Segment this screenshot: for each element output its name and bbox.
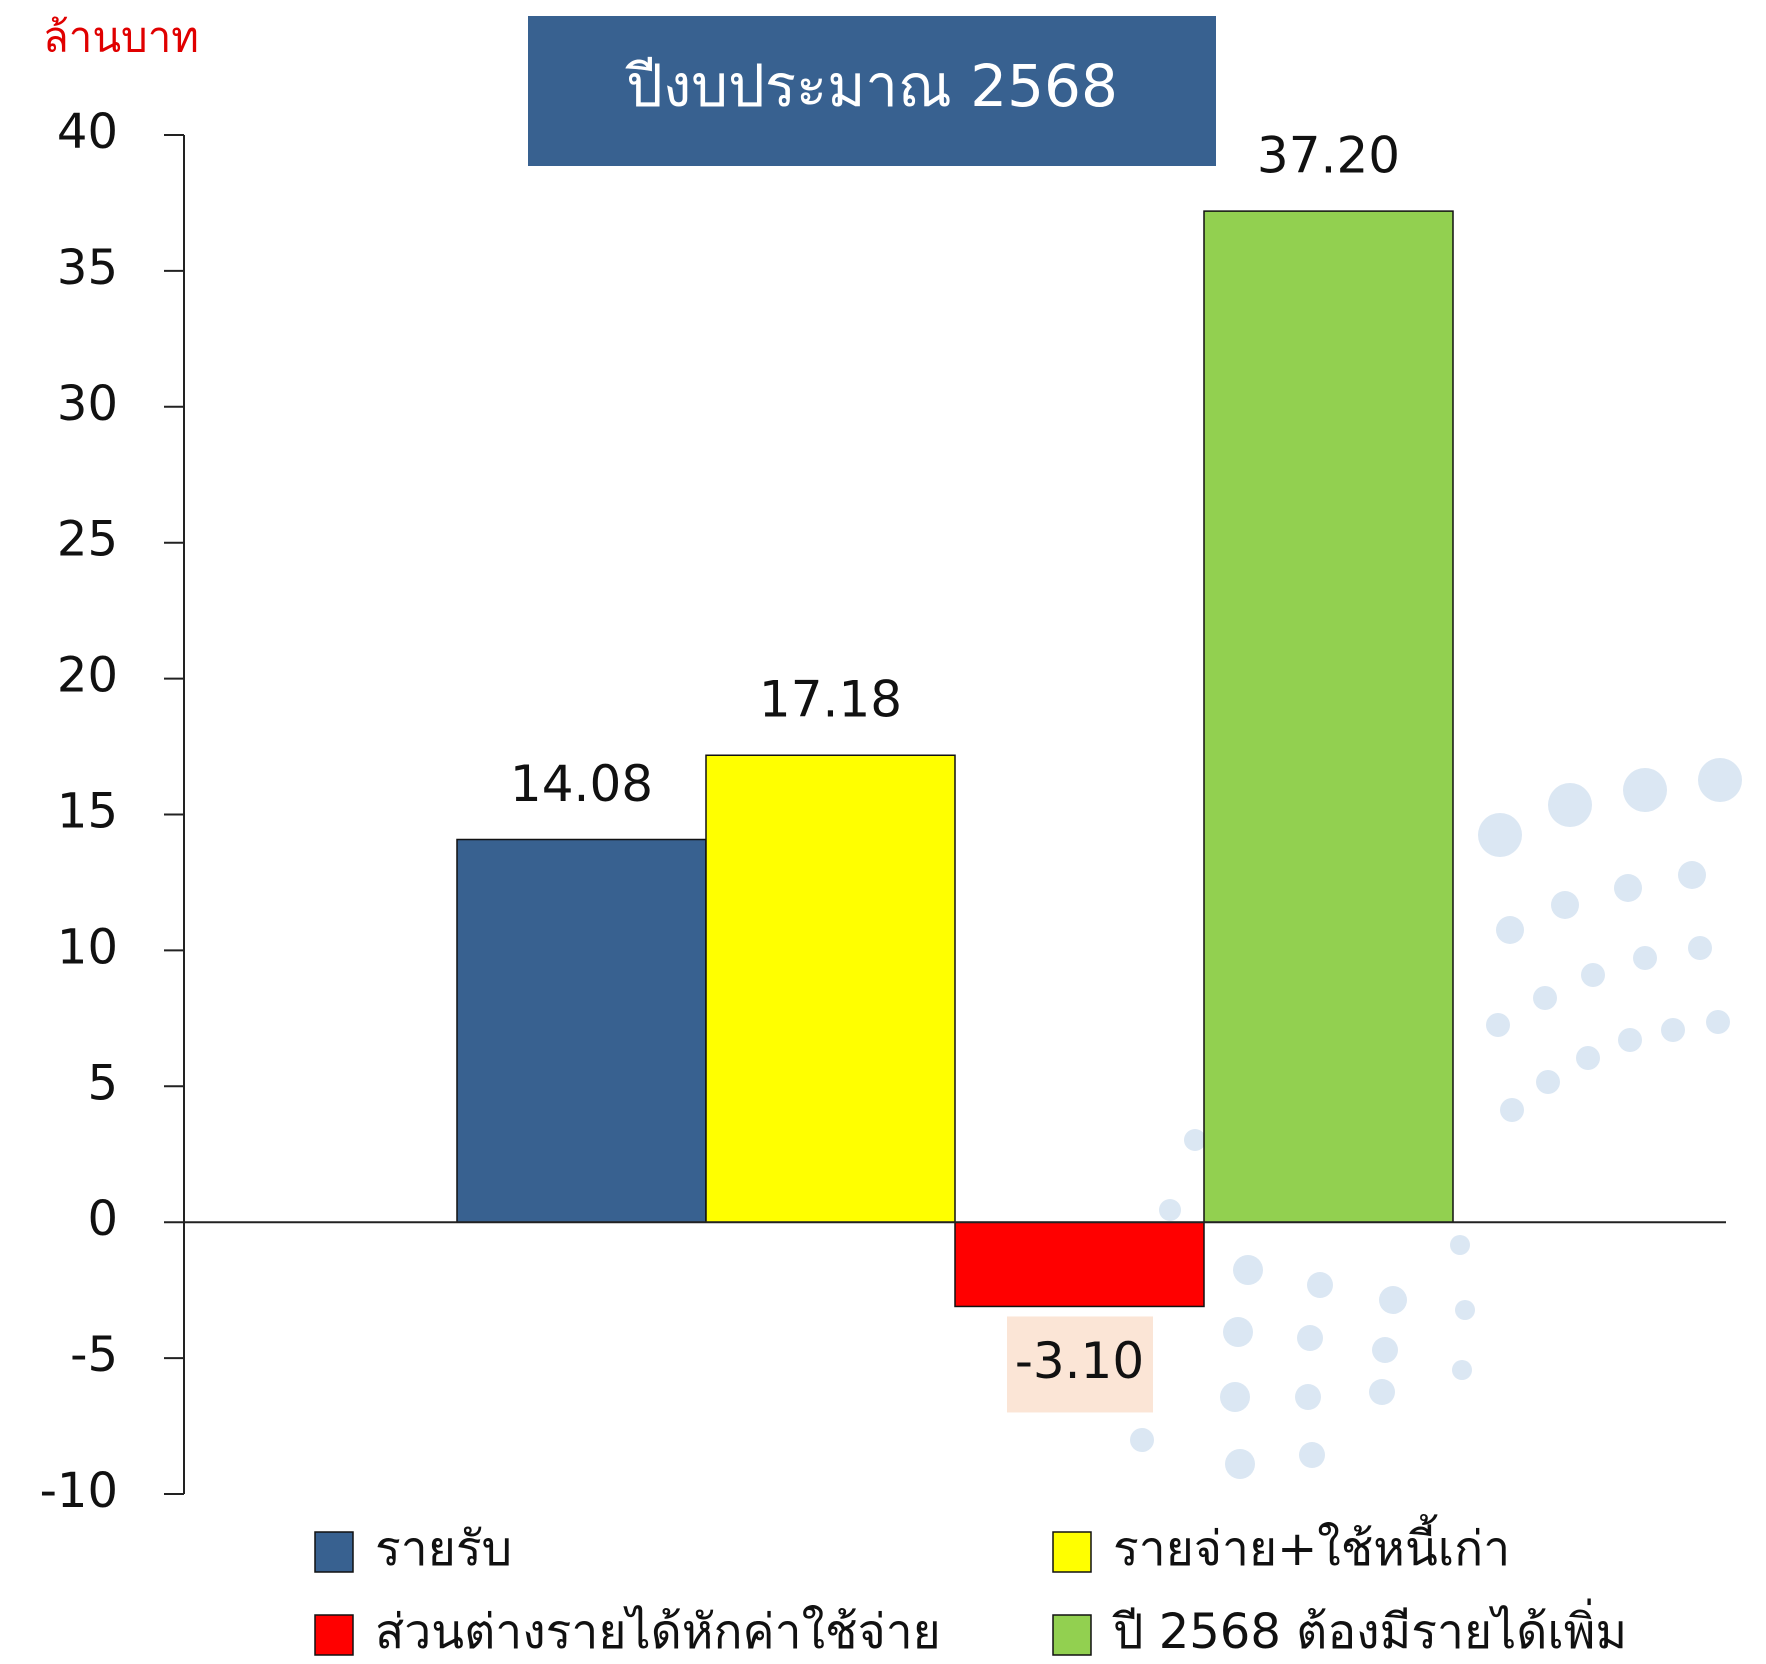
y-tick-label: 30 bbox=[57, 376, 118, 432]
y-tick-label: -10 bbox=[40, 1463, 118, 1519]
bar bbox=[706, 755, 955, 1222]
value-label: 17.18 bbox=[759, 671, 902, 729]
legend-label: ส่วนต่างรายได้หักค่าใช้จ่าย bbox=[375, 1604, 941, 1660]
bar bbox=[1204, 211, 1453, 1222]
legend-label: ปี 2568 ต้องมีรายได้เพิ่ม bbox=[1112, 1598, 1627, 1660]
y-tick-label: 15 bbox=[57, 784, 118, 840]
y-tick-label: 0 bbox=[87, 1191, 118, 1247]
chart: ล้านบาท ปีงบประมาณ 2568 -10 -5 0 5 10 15 20 25 3… bbox=[0, 0, 1766, 1664]
y-tick-label: 35 bbox=[57, 240, 118, 296]
y-axis-label: ล้านบาท bbox=[43, 13, 199, 62]
value-label: 37.20 bbox=[1257, 127, 1400, 185]
bar bbox=[955, 1222, 1204, 1306]
value-label: 14.08 bbox=[510, 755, 653, 813]
bar bbox=[457, 840, 706, 1223]
y-tick-label: -5 bbox=[70, 1327, 118, 1383]
y-tick-label: 5 bbox=[87, 1055, 118, 1111]
y-tick-label: 25 bbox=[57, 512, 118, 568]
y-tick-label: 40 bbox=[57, 104, 118, 160]
y-tick-label: 20 bbox=[57, 648, 118, 704]
legend-label: รายจ่าย+ใช้หนี้เก่า bbox=[1113, 1514, 1510, 1577]
legend-swatch bbox=[1053, 1532, 1091, 1572]
y-tick-label: 10 bbox=[57, 919, 118, 975]
value-label: -3.10 bbox=[1015, 1332, 1144, 1390]
legend-swatch bbox=[1053, 1615, 1091, 1655]
legend-label: รายรับ bbox=[375, 1521, 512, 1577]
legend-swatch bbox=[315, 1615, 353, 1655]
legend-swatch bbox=[315, 1532, 353, 1572]
chart-title: ปีงบประมาณ 2568 bbox=[625, 52, 1118, 120]
